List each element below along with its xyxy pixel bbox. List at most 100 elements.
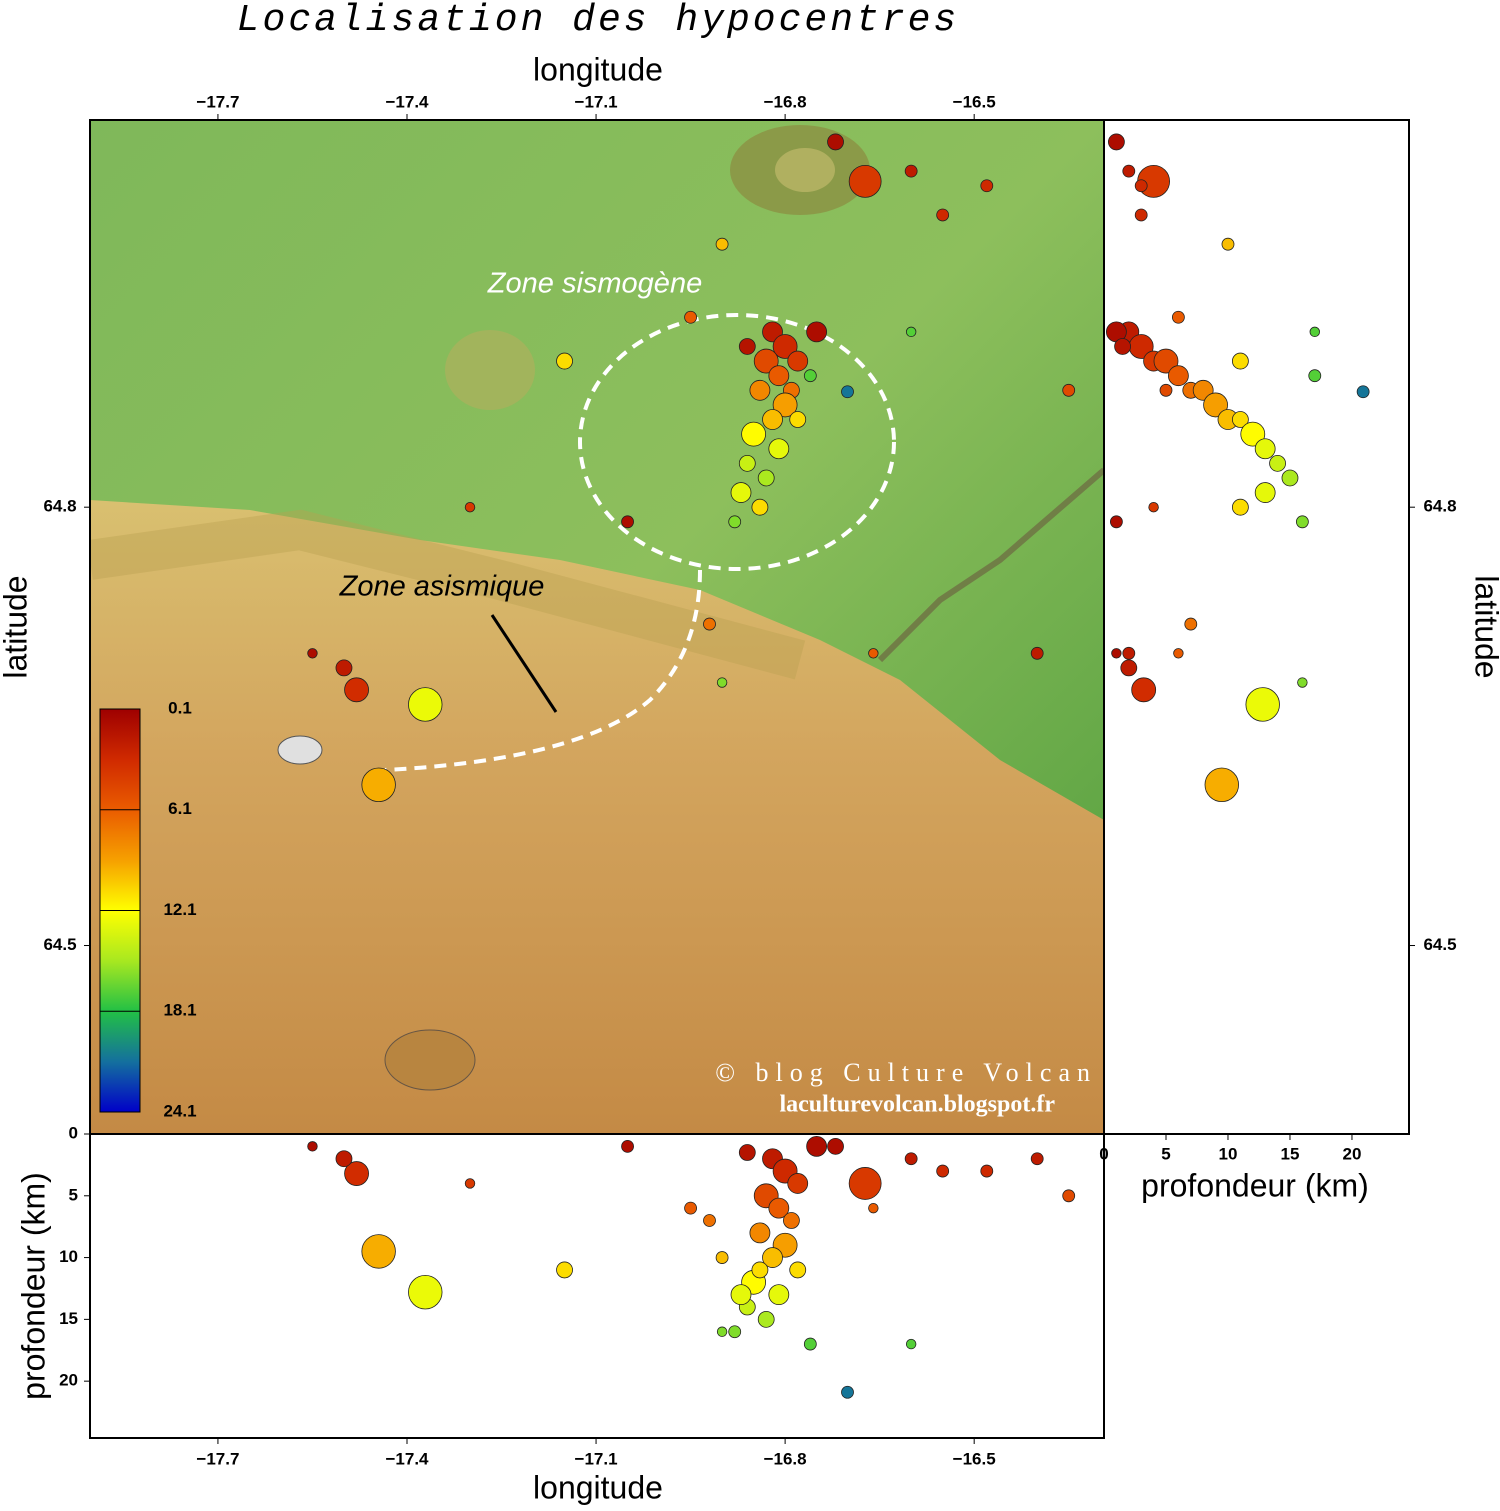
hypocenter-section [307, 1141, 318, 1152]
depth-tick-label: 0 [1099, 1144, 1108, 1163]
hypocenter-section [1109, 515, 1123, 529]
x-axis-label: longitude [533, 1469, 663, 1505]
depth-tick-label: 20 [59, 1371, 78, 1390]
hypocenter-section [1159, 383, 1173, 397]
y-tick-label: 64.8 [1423, 497, 1456, 516]
hypocenter-section [1107, 133, 1125, 151]
hypocenter-section [1173, 648, 1184, 659]
hypocenter-section [621, 1139, 634, 1153]
hypocenter-section [1167, 365, 1189, 387]
hypocenter-section [1309, 326, 1320, 338]
hypocenter-section [738, 1144, 756, 1161]
hypocenter [751, 498, 769, 516]
hypocenter-section [1297, 677, 1308, 688]
x-tick-label: −16.5 [953, 1449, 996, 1468]
x-tick-label: −16.5 [953, 92, 996, 111]
annotation: Zone sismogène [487, 268, 702, 300]
title: Localisation des hypocentres [237, 0, 960, 42]
hypocenter [905, 326, 917, 338]
depth-tick-label: 5 [1161, 1144, 1170, 1163]
hypocenter [789, 411, 807, 428]
hypocenter [749, 379, 771, 401]
x-tick-label: −17.1 [575, 92, 618, 111]
hypocenter [464, 501, 476, 513]
hypocenter-section [1148, 501, 1159, 513]
hypocenter [806, 321, 828, 343]
hypocenter [738, 338, 756, 355]
hypocenter-section [1203, 392, 1228, 418]
hypocenter-section [1134, 208, 1148, 222]
x-axis-label: longitude [533, 51, 663, 87]
hypocenter-section [1153, 348, 1179, 374]
hypocenter-section [1131, 677, 1157, 703]
hypocenter-section [783, 1212, 800, 1229]
x-tick-label: −17.4 [385, 1449, 429, 1468]
depth-tick-label: 15 [59, 1309, 78, 1328]
hypocenter-section [1221, 237, 1235, 251]
colorbar-tick-label: 12.1 [163, 900, 196, 919]
hypocenter-section [464, 1178, 476, 1189]
hypocenter-section [730, 1284, 752, 1306]
hypocenter [703, 617, 716, 631]
hypocenter-section [716, 1326, 728, 1337]
hypocenter-section [868, 1202, 879, 1214]
depth-tick-label: 10 [1219, 1144, 1238, 1163]
hypocenter-section [806, 1135, 828, 1157]
hypocenter-section [751, 1261, 769, 1279]
depth-tick-label: 5 [69, 1185, 78, 1204]
hypocenter [936, 208, 950, 222]
y-axis-label: latitude [1469, 575, 1500, 678]
hypocenter-section [905, 1338, 917, 1350]
x-tick-label: −16.8 [764, 92, 807, 111]
hypocenter-section [335, 1150, 353, 1168]
hypocenter-section [1245, 687, 1280, 722]
hypocenter-section [1184, 617, 1198, 631]
hypocenter-section [827, 1137, 844, 1155]
hypocenter [848, 164, 882, 198]
hypocenter-section [789, 1261, 807, 1279]
hypocenter [841, 385, 854, 399]
hypocenter-section [344, 1161, 369, 1186]
hypocenter-section [762, 1247, 783, 1268]
hypocenter [787, 350, 809, 372]
hypocenter-section [1254, 482, 1276, 503]
hypocenter-section [1231, 352, 1249, 370]
hypocenter-section [1114, 338, 1131, 355]
hypocenter-section [980, 1164, 994, 1178]
hypocenter-section [1281, 469, 1299, 487]
hypocenter-section [1308, 369, 1322, 383]
y-tick-label: 64.5 [1423, 935, 1456, 954]
hypocenter-section [1171, 310, 1185, 324]
hypocenter-section [408, 1274, 443, 1310]
hypocenter-section [1122, 646, 1136, 660]
hypocenter-section [1295, 515, 1309, 529]
colorbar-tick-label: 0.1 [168, 698, 192, 717]
hypocenter-section [848, 1167, 882, 1200]
hypocenter-section [904, 1152, 918, 1166]
x-tick-label: −16.8 [764, 1449, 807, 1468]
hypocenter [868, 648, 879, 659]
x-tick-label: −17.7 [196, 92, 239, 111]
hypocenter-section [768, 1284, 790, 1306]
terrain [90, 120, 1104, 1134]
y-axis-label: latitude [0, 575, 33, 678]
hypocenter-section [556, 1261, 573, 1279]
hypocenter-section [1030, 1152, 1044, 1166]
x-tick-label: −17.7 [196, 1449, 239, 1468]
hypocenter [408, 687, 443, 722]
hypocenter [980, 179, 994, 193]
hypocenter [803, 369, 817, 383]
hypocenter-section [703, 1214, 716, 1227]
hypocenter [768, 365, 790, 387]
hypocenter [335, 659, 353, 677]
hypocenter-section [728, 1325, 742, 1339]
hypocenter-section [803, 1337, 817, 1351]
hypocenter [753, 348, 779, 374]
hypocenter [361, 767, 396, 802]
hypocenter [1062, 383, 1076, 397]
hypocenter [556, 352, 573, 370]
depth-tick-label: 0 [69, 1123, 78, 1142]
hypocenter-section [1204, 767, 1239, 802]
hypocenter-section [1134, 179, 1148, 193]
